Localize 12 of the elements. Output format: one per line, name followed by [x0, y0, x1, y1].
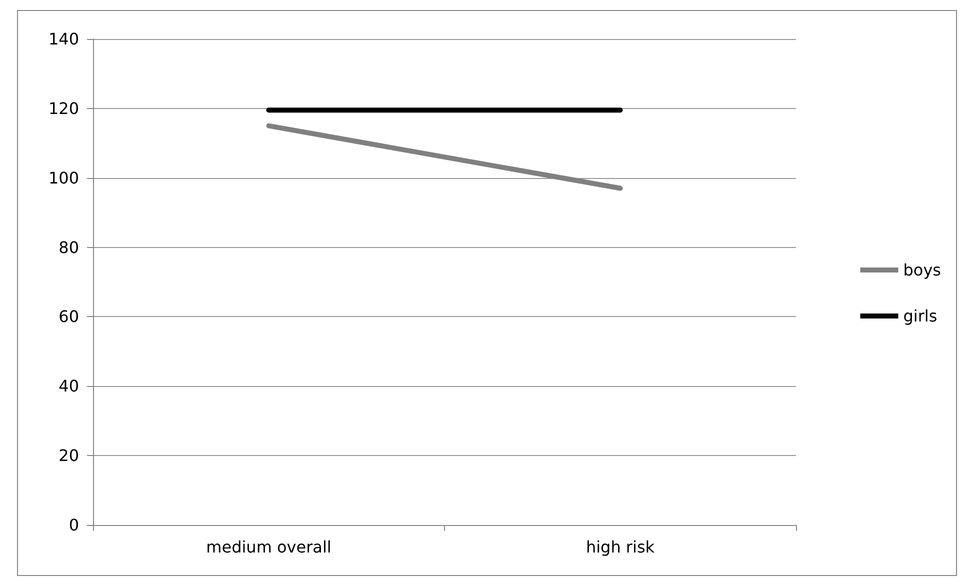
legend-label: girls — [903, 306, 938, 326]
x-tick-label: medium overall — [206, 538, 332, 556]
legend-label: boys — [903, 260, 941, 280]
y-tick-label: 40 — [58, 376, 79, 396]
y-tick-label: 20 — [58, 446, 79, 466]
y-tick-label: 120 — [48, 98, 79, 118]
y-tick-label: 100 — [48, 168, 79, 188]
y-tick-label: 0 — [68, 516, 79, 534]
y-tick-label: 140 — [48, 30, 79, 48]
y-tick-label: 60 — [58, 307, 79, 326]
y-tick-label: 80 — [58, 238, 79, 257]
x-tick-label: high risk — [586, 538, 656, 556]
